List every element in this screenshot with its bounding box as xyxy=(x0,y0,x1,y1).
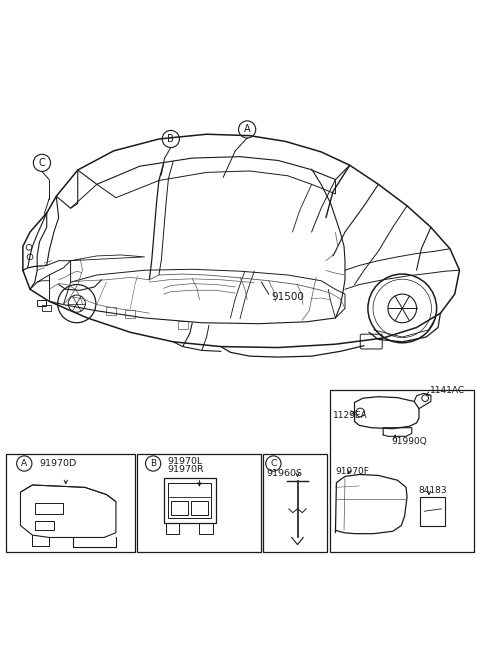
Text: C: C xyxy=(38,158,45,168)
Text: 91970R: 91970R xyxy=(167,465,204,474)
Text: 91990Q: 91990Q xyxy=(392,437,428,445)
Bar xyxy=(171,501,188,515)
Text: B: B xyxy=(168,134,174,144)
Text: 1141AC: 1141AC xyxy=(430,386,465,396)
Bar xyxy=(166,523,180,534)
Text: A: A xyxy=(244,124,251,134)
Text: 91970L: 91970L xyxy=(167,457,202,466)
Bar xyxy=(178,322,188,329)
Text: 91960S: 91960S xyxy=(267,468,303,477)
Bar xyxy=(199,523,213,534)
Text: C: C xyxy=(270,459,276,468)
Text: 91500: 91500 xyxy=(271,292,304,303)
Text: 84183: 84183 xyxy=(418,486,446,495)
Text: B: B xyxy=(150,459,156,468)
Bar xyxy=(192,501,208,515)
Bar xyxy=(35,503,63,514)
Text: 91970F: 91970F xyxy=(336,467,369,476)
Bar xyxy=(37,300,46,306)
Text: A: A xyxy=(21,459,27,468)
Bar xyxy=(125,310,135,318)
Bar xyxy=(420,497,445,525)
Text: 91970D: 91970D xyxy=(39,459,77,468)
Bar xyxy=(42,305,50,310)
Bar xyxy=(35,521,54,531)
Bar xyxy=(107,307,116,314)
Text: 1129EA: 1129EA xyxy=(333,411,368,421)
